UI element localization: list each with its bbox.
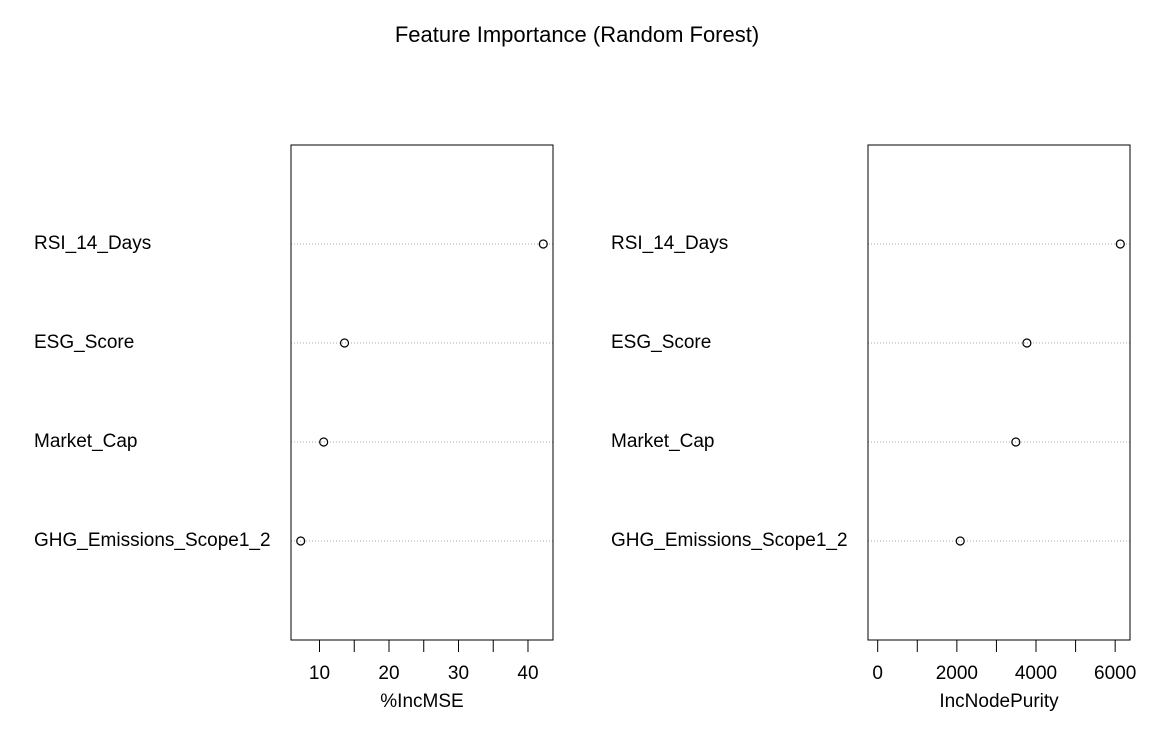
dot xyxy=(538,239,548,249)
plot-frame xyxy=(290,144,554,641)
x-tick-label: 20 xyxy=(378,663,399,684)
x-tick-label: 0 xyxy=(872,663,883,684)
category-label: GHG_Emissions_Scope1_2 xyxy=(611,530,848,551)
x-tick-label: 10 xyxy=(309,663,330,684)
dot xyxy=(1011,437,1021,447)
figure-title: Feature Importance (Random Forest) xyxy=(395,22,759,47)
x-axis-label: %IncMSE xyxy=(380,691,463,712)
dot xyxy=(296,536,306,546)
category-label: GHG_Emissions_Scope1_2 xyxy=(34,530,271,551)
dot xyxy=(1022,338,1032,348)
x-tick-label: 2000 xyxy=(936,663,978,684)
category-label: Market_Cap xyxy=(34,431,138,452)
category-label: Market_Cap xyxy=(611,431,715,452)
category-label: ESG_Score xyxy=(34,332,134,353)
category-label: RSI_14_Days xyxy=(611,233,728,254)
x-axis-label: IncNodePurity xyxy=(939,691,1059,712)
category-label: RSI_14_Days xyxy=(34,233,151,254)
plot-frame xyxy=(867,144,1131,641)
dot xyxy=(319,437,329,447)
dot xyxy=(1115,239,1125,249)
x-tick-label: 40 xyxy=(517,663,538,684)
x-tick-label: 4000 xyxy=(1015,663,1057,684)
dot xyxy=(955,536,965,546)
dot xyxy=(339,338,350,348)
x-tick-label: 6000 xyxy=(1094,663,1136,684)
x-tick-label: 30 xyxy=(448,663,469,684)
category-label: ESG_Score xyxy=(611,332,711,353)
